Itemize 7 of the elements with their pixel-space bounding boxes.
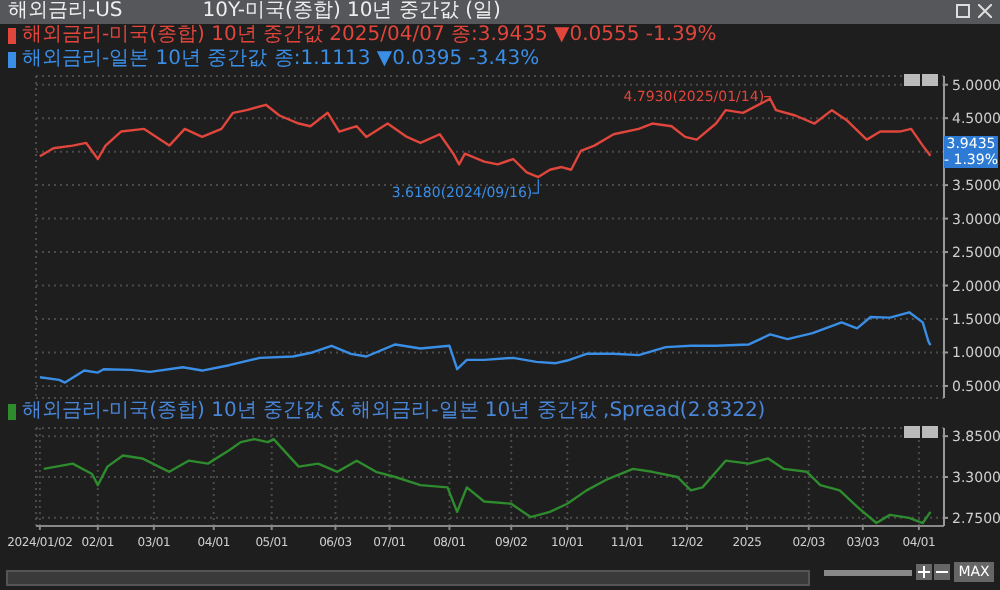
chart-subtitle: 10Y-미국(종합) 10년 중간값 (일) <box>202 0 501 24</box>
legend-label: 해외금리-일본 10년 중간값 종:1.1113 ▼0.0395 -3.43% <box>22 48 540 72</box>
line-series <box>38 311 932 384</box>
chart-title: 해외금리-US <box>8 0 123 24</box>
line-series <box>42 437 932 525</box>
legend-label: 해외금리-미국(종합) 10년 중간값 2025/04/07 종:3.9435 ▼0.0555 -1.39% <box>22 24 717 48</box>
legend-label: 해외금리-미국(종합) 10년 중간값 & 해외금리-일본 10년 중간값 ,Spread(2.8322) <box>22 400 766 424</box>
